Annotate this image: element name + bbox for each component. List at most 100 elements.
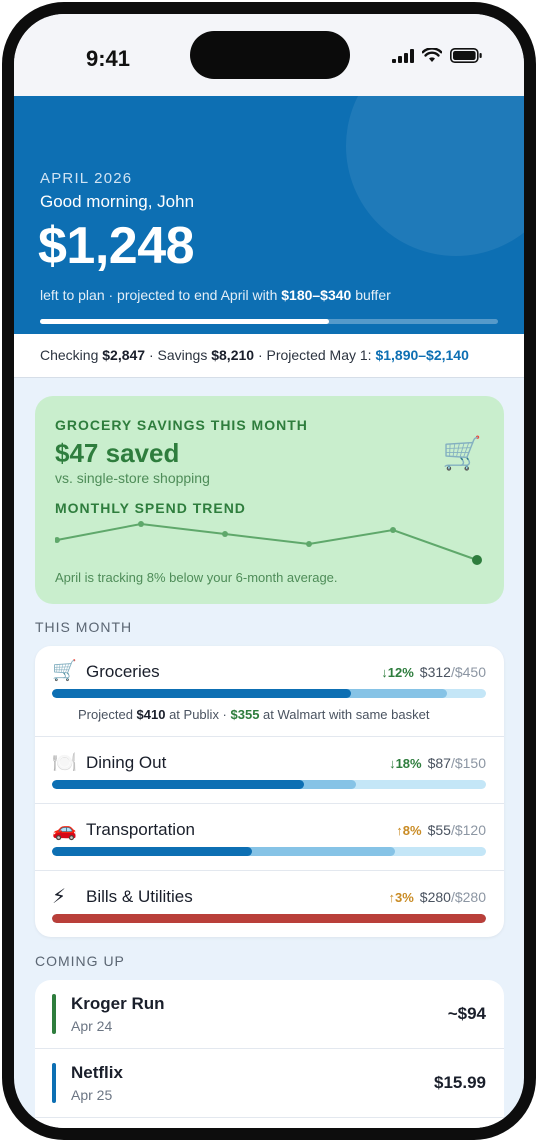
category-row-dining[interactable]: 🍽️ Dining Out ↓18% $87/$150 <box>35 737 504 803</box>
spent-amount: $312 <box>419 664 451 680</box>
battery-icon <box>450 48 482 63</box>
actual-fill <box>52 847 252 856</box>
spent-amount: $280 <box>419 889 451 905</box>
categories-card: 🛒 Groceries ↓12% $312/$450 Projected $410… <box>35 646 504 937</box>
trend-title: MONTHLY SPEND TREND <box>55 500 246 516</box>
balances-strip[interactable]: Checking $2,847 · Savings $8,210 · Proje… <box>14 334 524 378</box>
category-name: Dining Out <box>86 753 167 772</box>
hero-sub-suffix: buffer <box>351 287 391 303</box>
budget-amount: /$150 <box>450 755 486 771</box>
spent-amount: $87 <box>427 755 451 771</box>
divider <box>35 1117 504 1118</box>
status-icons <box>392 48 482 63</box>
actual-fill <box>52 689 352 698</box>
budget-amount: /$120 <box>450 822 486 838</box>
upcoming-card: Kroger Run Apr 24 ~$94 Netflix Apr 25 $1… <box>35 980 504 1128</box>
trend-point <box>222 531 228 537</box>
hero-subtitle: left to plan · projected to end April wi… <box>40 287 391 303</box>
walmart-amount: $355 <box>230 707 260 722</box>
actual-fill <box>52 914 486 923</box>
app-screen: 9:41 <box>14 14 524 1128</box>
upcoming-name: Netflix <box>71 1063 123 1082</box>
upcoming-item[interactable]: Netflix Apr 25 $15.99 <box>35 1049 504 1117</box>
divider <box>35 736 504 737</box>
status-time: 9:41 <box>86 46 131 71</box>
note-text: Projected <box>78 707 137 722</box>
savings-balance: $8,210 <box>211 347 255 363</box>
change-badge: ↑8% <box>396 823 422 838</box>
upcoming-item[interactable]: Kroger Run Apr 24 ~$94 <box>35 980 504 1048</box>
upcoming-date: Apr 24 <box>71 1018 113 1034</box>
color-accent <box>52 1063 56 1103</box>
plate-icon: 🍽️ <box>52 752 77 774</box>
category-row-transportation[interactable]: 🚗 Transportation ↑8% $55/$120 <box>35 804 504 870</box>
spend-trend-chart <box>55 521 482 565</box>
lightning-icon: ⚡ <box>52 886 67 908</box>
change-badge: ↓18% <box>389 756 422 771</box>
groceries-projection-note: Projected $410 at Publix · $355 at Walma… <box>78 707 429 722</box>
trend-note: April is tracking 8% below your 6-month … <box>55 570 338 585</box>
category-progress-track <box>52 689 486 698</box>
note-text: at Walmart with same basket <box>259 707 430 722</box>
hero-month: APRIL 2026 <box>40 170 133 187</box>
divider <box>35 1048 504 1049</box>
category-amounts: ↓12% $312/$450 <box>381 664 486 680</box>
cart-icon: 🛒 <box>52 660 77 682</box>
hero-sub-prefix: left to plan · projected to end April wi… <box>40 287 282 303</box>
savings-amount: $47 saved <box>55 438 180 468</box>
hero-progress-fill <box>40 319 329 324</box>
trend-point <box>390 527 396 533</box>
note-text: at Publix · <box>165 707 231 722</box>
trend-line <box>56 522 478 561</box>
category-amounts: ↑8% $55/$120 <box>396 822 486 838</box>
trend-point <box>472 555 482 565</box>
trend-point <box>306 541 312 547</box>
divider <box>35 803 504 804</box>
publix-amount: $410 <box>136 707 166 722</box>
wifi-icon <box>422 48 442 62</box>
divider <box>35 870 504 871</box>
change-badge: ↑3% <box>388 890 414 905</box>
this-month-label: THIS MONTH <box>35 619 133 635</box>
upcoming-amount: ~$94 <box>447 1004 486 1023</box>
category-row-groceries[interactable]: 🛒 Groceries ↓12% $312/$450 Projected $410… <box>35 646 504 736</box>
category-row-bills[interactable]: ⚡ Bills & Utilities ↑3% $280/$280 <box>35 871 504 937</box>
coming-up-label: COMING UP <box>35 953 125 969</box>
savings-comparison: vs. single-store shopping <box>55 470 210 486</box>
budget-amount: /$280 <box>450 889 486 905</box>
checking-balance: $2,847 <box>102 347 146 363</box>
left-to-plan-amount: $1,248 <box>38 217 195 275</box>
shopping-cart-icon: 🛒 <box>442 435 482 471</box>
projected-label: · Projected May 1: <box>254 347 376 363</box>
category-name: Bills & Utilities <box>86 887 193 906</box>
change-badge: ↓12% <box>381 665 414 680</box>
checking-label: Checking <box>40 347 103 363</box>
spent-amount: $55 <box>427 822 451 838</box>
budget-hero: APRIL 2026 Good morning, John $1,248 lef… <box>14 96 524 334</box>
color-accent <box>52 994 56 1034</box>
category-amounts: ↑3% $280/$280 <box>389 889 487 905</box>
trend-point <box>138 521 144 527</box>
actual-fill <box>52 780 304 789</box>
upcoming-date: Apr 25 <box>71 1087 113 1103</box>
grocery-savings-card[interactable]: GROCERY SAVINGS THIS MONTH $47 saved vs.… <box>35 396 504 604</box>
savings-label: · Savings <box>145 347 212 363</box>
greeting: Good morning, John <box>40 192 195 211</box>
category-progress-track <box>52 914 486 923</box>
savings-title: GROCERY SAVINGS THIS MONTH <box>55 417 308 433</box>
trend-point <box>55 537 60 543</box>
decorative-circle <box>346 96 524 256</box>
projected-balance: $1,890–$2,140 <box>375 347 469 363</box>
status-bar: 9:41 <box>14 14 524 96</box>
upcoming-name: Kroger Run <box>71 994 165 1013</box>
signal-icon <box>392 48 414 63</box>
buffer-range: $180–$340 <box>281 287 352 303</box>
hero-progress-track <box>40 319 498 324</box>
category-amounts: ↓18% $87/$150 <box>389 755 486 771</box>
category-name: Groceries <box>86 662 160 681</box>
category-name: Transportation <box>86 820 195 839</box>
budget-amount: /$450 <box>450 664 486 680</box>
category-progress-track <box>52 780 486 789</box>
dynamic-island <box>190 31 350 79</box>
